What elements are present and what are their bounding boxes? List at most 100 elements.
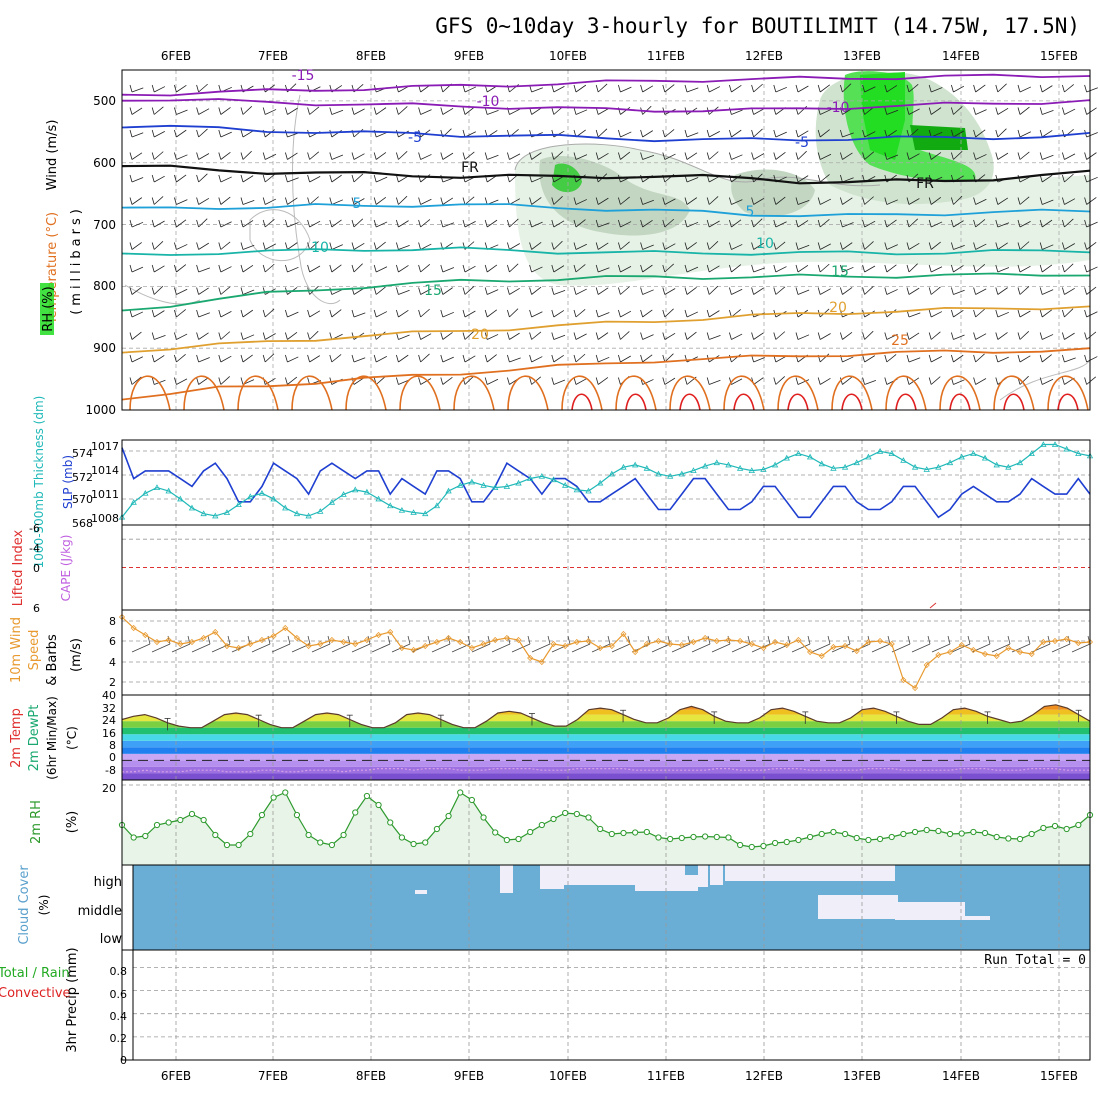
- wind-barb-tick: [285, 309, 288, 318]
- wind-barb: [398, 106, 408, 115]
- wind-barb-tick: [995, 354, 999, 363]
- y-tick-label: 1000: [85, 403, 116, 417]
- wind-barb-tick: [351, 332, 355, 340]
- wind-barb: [353, 312, 366, 318]
- wind-barb-tick: [640, 197, 643, 205]
- wind-barb: [1086, 356, 1098, 363]
- wind-barb-tick: [440, 107, 444, 115]
- wind-barb: [242, 150, 252, 160]
- wind-barb-tick: [862, 264, 865, 273]
- wind-barb: [842, 242, 853, 250]
- wind-barb: [575, 219, 586, 228]
- wind-barb-tick: [507, 354, 510, 363]
- rh2m-marker: [772, 839, 779, 847]
- wind-barb-tick: [262, 242, 266, 250]
- wind-barb-tick: [240, 354, 244, 363]
- wind-barb: [487, 289, 499, 295]
- rh2m-marker: [468, 796, 475, 804]
- wind10-barb: [331, 643, 351, 653]
- wind-barb: [198, 108, 210, 115]
- wind-barb: [176, 174, 187, 183]
- wind10-marker: [795, 636, 802, 644]
- wind-barb-tick: [1039, 377, 1043, 385]
- wind-barb-tick: [884, 129, 888, 138]
- rh2m-marker: [888, 833, 895, 841]
- wind10-barb-tick: [227, 635, 231, 645]
- rh2m-marker: [527, 828, 534, 836]
- wind10-marker: [538, 658, 545, 666]
- wind-barb-tick: [418, 354, 421, 363]
- wind-barb: [220, 241, 231, 250]
- wind-barb: [1019, 355, 1031, 363]
- wind-barb: [1064, 218, 1074, 228]
- wind-barb: [153, 106, 164, 115]
- wind-barb: [620, 286, 630, 295]
- wind-barb-tick: [595, 219, 599, 228]
- wind-barb: [575, 243, 587, 250]
- wind-barb-tick: [706, 264, 710, 273]
- wind-barb: [420, 263, 431, 273]
- wind-barb-tick: [995, 197, 999, 205]
- wind-barb: [953, 309, 964, 318]
- date-label-top: 8FEB: [356, 49, 386, 63]
- wind-barb-tick: [396, 264, 399, 273]
- surface-isotherm: [1047, 375, 1089, 411]
- wind-barb: [220, 355, 232, 363]
- wind-barb: [620, 241, 630, 250]
- wind-barb-tick: [1062, 242, 1065, 250]
- wind-barb: [908, 332, 920, 340]
- isotherm-label: 20: [829, 300, 847, 316]
- wind-barb-tick: [462, 129, 466, 138]
- wind-barb: [398, 151, 408, 160]
- wind10-barb: [691, 643, 711, 653]
- thickness-marker: [293, 510, 301, 517]
- wind-barb-tick: [1084, 377, 1087, 385]
- wind-barb: [753, 128, 763, 138]
- thickness-marker: [760, 466, 767, 472]
- wind-barb-tick: [1039, 287, 1043, 295]
- wind-barb-tick: [1039, 197, 1043, 205]
- thickness-marker: [130, 499, 137, 505]
- wind-barb-tick: [906, 219, 910, 228]
- temp2m-tick-label: 32: [102, 702, 116, 715]
- wind-barb-tick: [218, 242, 222, 250]
- wind10-barb-tick: [567, 635, 571, 645]
- wind-barb: [709, 335, 721, 340]
- wind-barb-tick: [773, 287, 777, 295]
- wind-barb: [842, 197, 853, 205]
- wind-barb: [575, 378, 587, 385]
- wind-barb-tick: [1017, 242, 1021, 250]
- wind-barb-tick: [973, 309, 976, 318]
- wind-barb: [487, 334, 499, 340]
- wind-barb-tick: [862, 332, 865, 340]
- wind-barb-tick: [1017, 84, 1021, 93]
- wind-barb: [1019, 86, 1032, 93]
- wind-barb: [708, 310, 720, 318]
- wind-barb: [531, 107, 542, 115]
- wind-barb-tick: [307, 242, 310, 250]
- thickness-marker: [410, 509, 417, 515]
- wind-barb: [575, 199, 588, 205]
- wind-barb-tick: [285, 84, 288, 93]
- wind-barb-tick: [262, 287, 266, 295]
- wind-barb-tick: [151, 197, 155, 205]
- wind-barb: [420, 243, 432, 250]
- wind-barb: [242, 309, 254, 318]
- isotherm-label: -10: [827, 100, 850, 116]
- wind-barb: [997, 83, 1007, 93]
- wind10-marker: [772, 638, 779, 646]
- wind-barb-tick: [662, 197, 666, 205]
- wind-barb: [309, 151, 320, 160]
- thickness-marker: [830, 465, 837, 471]
- wind-barb-tick: [729, 354, 732, 363]
- wind-barb-tick: [684, 377, 688, 385]
- wind-barb-tick: [640, 332, 643, 340]
- wind10-barb: [711, 643, 731, 653]
- wind-barb: [242, 334, 255, 340]
- wind10-marker: [317, 640, 324, 648]
- wind-barb-tick: [174, 242, 177, 250]
- wind-barb-tick: [840, 264, 843, 273]
- wind-barb-tick: [928, 309, 932, 318]
- wind-barb: [153, 220, 165, 228]
- wind-barb: [931, 87, 943, 93]
